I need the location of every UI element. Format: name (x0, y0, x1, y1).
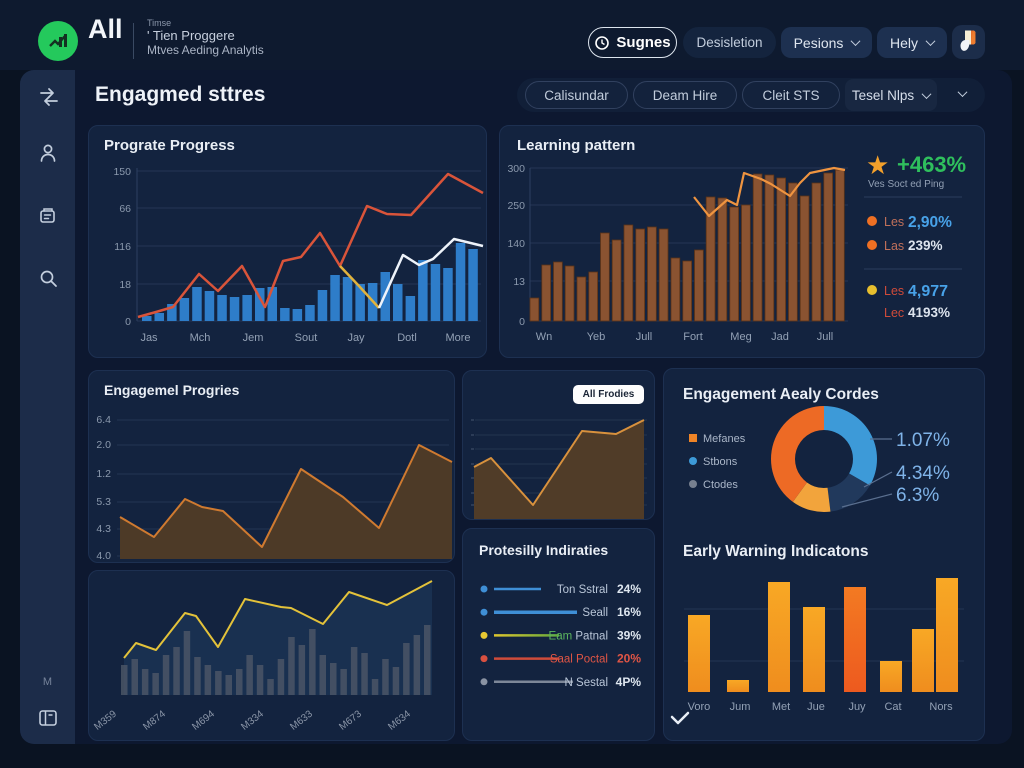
svg-text:Ctodes: Ctodes (703, 479, 738, 491)
svg-text:M673: M673 (337, 708, 364, 732)
svg-text:Las: Las (884, 239, 904, 253)
svg-text:2,90%: 2,90% (908, 214, 952, 231)
svg-text:Early Warning Indicatons: Early Warning Indicatons (683, 543, 868, 560)
svg-text:Dotl: Dotl (397, 332, 417, 344)
svg-text:Protesilly Indiraties: Protesilly Indiraties (479, 542, 608, 558)
svg-text:Jem: Jem (243, 332, 264, 344)
svg-text:Jad: Jad (771, 331, 789, 343)
svg-text:Seall: Seall (582, 607, 608, 619)
svg-text:116: 116 (114, 241, 131, 253)
svg-text:Cat: Cat (884, 701, 901, 713)
svg-text:1.07%: 1.07% (896, 430, 950, 451)
svg-text:300: 300 (507, 163, 525, 175)
svg-text:Lec: Lec (884, 306, 904, 320)
svg-text:0: 0 (125, 316, 131, 328)
svg-text:M874: M874 (141, 708, 168, 732)
svg-text:6.3%: 6.3% (896, 485, 939, 506)
svg-text:1.2: 1.2 (96, 468, 111, 480)
svg-text:Meg: Meg (730, 331, 751, 343)
svg-text:4P%: 4P% (616, 675, 642, 689)
svg-text:Wn: Wn (536, 331, 553, 343)
svg-text:13: 13 (513, 276, 525, 288)
svg-text:Nors: Nors (929, 701, 953, 713)
svg-text:M694: M694 (190, 708, 217, 732)
svg-text:N Sestal: N Sestal (565, 677, 608, 689)
svg-text:Jas: Jas (140, 332, 158, 344)
svg-text:Mefanes: Mefanes (703, 433, 746, 445)
svg-text:Yeb: Yeb (587, 331, 606, 343)
svg-text:150: 150 (113, 166, 131, 178)
svg-text:Engagement Aealy Cordes: Engagement Aealy Cordes (683, 386, 879, 403)
svg-text:20%: 20% (617, 652, 641, 666)
svg-text:M334: M334 (239, 708, 266, 732)
svg-text:Met: Met (772, 701, 790, 713)
svg-text:Mch: Mch (190, 332, 211, 344)
svg-text:Juy: Juy (848, 701, 866, 713)
svg-text:24%: 24% (617, 582, 641, 596)
svg-text:6.4: 6.4 (96, 414, 111, 426)
svg-text:Saal Poctal: Saal Poctal (550, 654, 608, 666)
svg-text:★: ★ (866, 150, 889, 180)
svg-text:M359: M359 (92, 708, 119, 732)
svg-text:Jue: Jue (807, 701, 825, 713)
svg-text:M634: M634 (386, 708, 413, 732)
svg-text:39%: 39% (617, 628, 641, 642)
svg-text:+463%: +463% (897, 152, 966, 177)
svg-text:Fort: Fort (683, 331, 703, 343)
svg-text:140: 140 (507, 238, 525, 250)
svg-text:Voro: Voro (688, 701, 711, 713)
svg-text:Sout: Sout (295, 332, 318, 344)
svg-text:0: 0 (519, 316, 525, 328)
svg-text:66: 66 (119, 203, 131, 215)
svg-text:Jull: Jull (636, 331, 653, 343)
svg-text:Ton Sstral: Ton Sstral (557, 584, 608, 596)
svg-text:Jay: Jay (347, 332, 365, 344)
svg-text:4193%: 4193% (908, 305, 950, 320)
svg-text:18: 18 (119, 279, 131, 291)
svg-text:Les: Les (884, 215, 904, 229)
svg-text:4.34%: 4.34% (896, 463, 950, 484)
svg-text:2.0: 2.0 (96, 439, 111, 451)
svg-text:Les: Les (884, 284, 904, 298)
svg-text:239%: 239% (908, 238, 943, 253)
svg-text:Ves Soct ed Ping: Ves Soct ed Ping (868, 179, 944, 190)
svg-text:250: 250 (507, 200, 525, 212)
svg-text:5.3: 5.3 (96, 496, 111, 508)
svg-text:Jum: Jum (730, 701, 751, 713)
svg-text:Jull: Jull (817, 331, 834, 343)
svg-text:4.0: 4.0 (96, 550, 111, 562)
svg-text:4,977: 4,977 (908, 283, 948, 300)
svg-text:4.3: 4.3 (96, 523, 111, 535)
svg-text:M633: M633 (288, 708, 315, 732)
svg-text:Eam Patnal: Eam Patnal (549, 630, 608, 642)
svg-text:16%: 16% (617, 605, 641, 619)
svg-text:Stbons: Stbons (703, 456, 738, 468)
svg-text:More: More (445, 332, 470, 344)
